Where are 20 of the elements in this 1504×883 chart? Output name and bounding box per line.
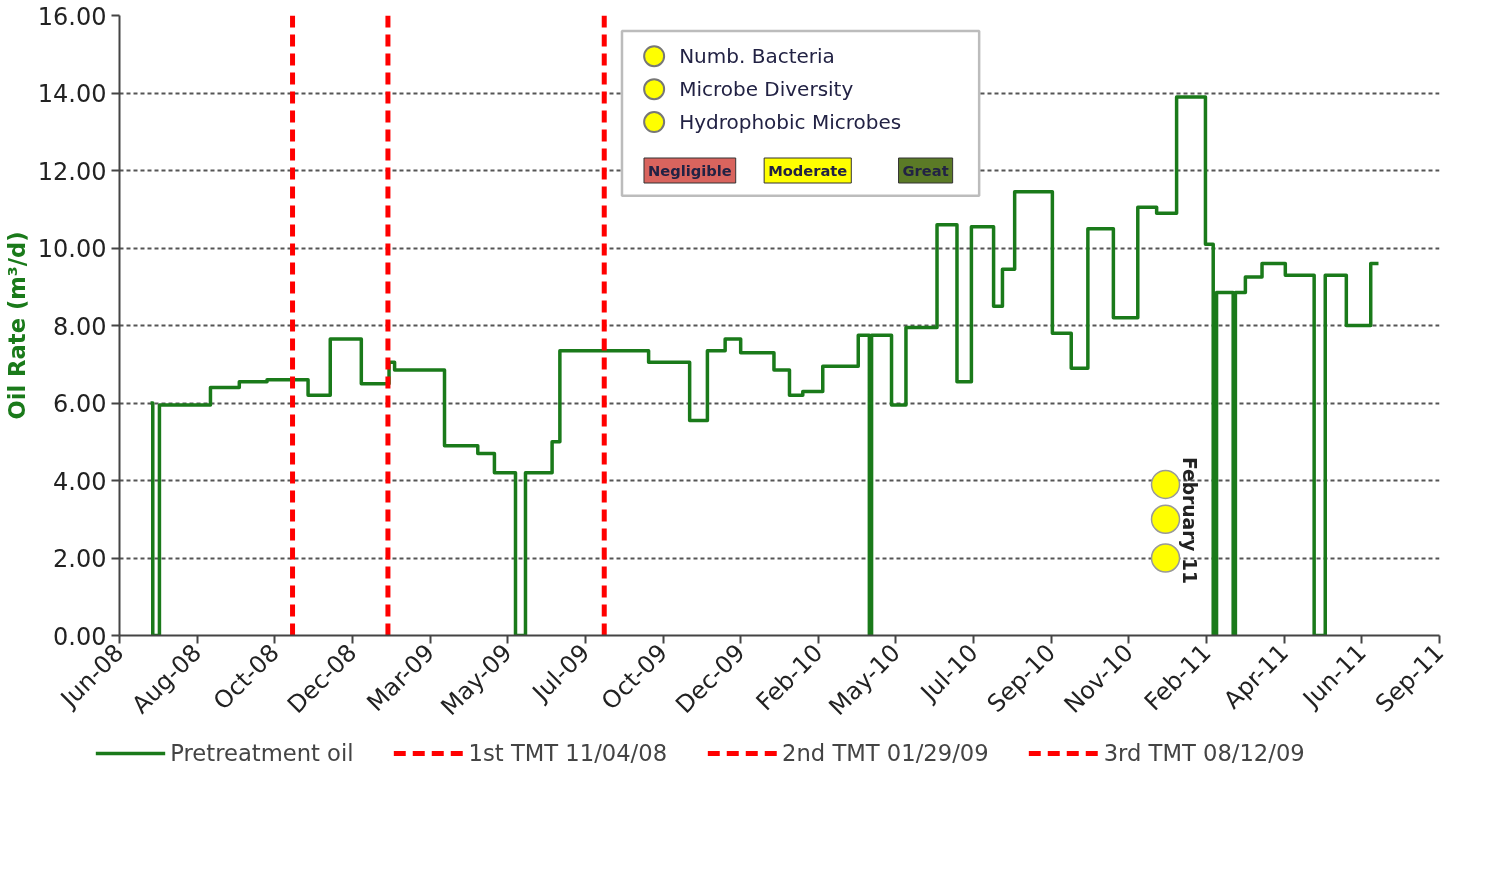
- y-tick-label: 2.00: [53, 545, 107, 573]
- legend-label: Hydrophobic Microbes: [679, 110, 902, 135]
- y-tick-label: 14.00: [37, 80, 107, 108]
- legend-label: 2nd TMT 01/29/09: [782, 740, 989, 766]
- legend-label: Microbe Diversity: [679, 77, 854, 102]
- legend-label: Pretreatment oil: [170, 740, 354, 766]
- y-tick-label: 8.00: [53, 312, 107, 341]
- annotation: Great: [902, 162, 949, 179]
- y-tick-label: 6.00: [53, 390, 107, 418]
- y-tick-label: 4.00: [53, 467, 107, 496]
- annotation: February 11: [1179, 457, 1201, 584]
- y-axis-title: Oil Rate (m³/d): [3, 231, 30, 420]
- legend-label: 3rd TMT 08/12/09: [1103, 740, 1305, 766]
- legend-label: 1st TMT 11/04/08: [468, 740, 668, 766]
- y-tick-label: 12.00: [37, 157, 107, 186]
- annotation: Negligible: [647, 162, 732, 179]
- legend-label: Numb. Bacteria: [679, 44, 835, 69]
- y-tick-label: 16.00: [37, 2, 107, 31]
- annotation: Moderate: [768, 162, 848, 179]
- y-tick-label: 10.00: [37, 235, 107, 263]
